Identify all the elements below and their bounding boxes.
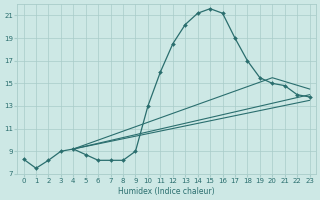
X-axis label: Humidex (Indice chaleur): Humidex (Indice chaleur) xyxy=(118,187,215,196)
